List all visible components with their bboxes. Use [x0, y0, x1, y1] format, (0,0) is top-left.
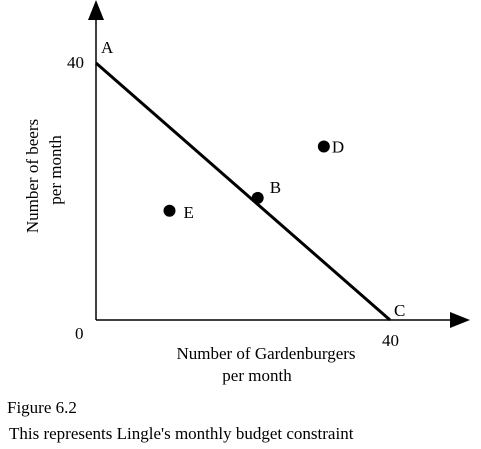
point-d-label: D [332, 138, 344, 157]
x-tick-label: 40 [382, 331, 399, 350]
point-e-label: E [184, 203, 194, 222]
y-tick-label: 40 [67, 53, 84, 72]
x-axis-arrowhead [450, 312, 470, 328]
chart-text: A B C D E 40 40 0 Number of Gardenburgers per mon… [23, 38, 405, 385]
budget-line [95, 61, 391, 322]
point-d-marker [317, 140, 330, 153]
origin-label: 0 [75, 324, 84, 343]
y-axis-title-line2: per month [46, 135, 65, 205]
x-axis-title-line1: Number of Gardenburgers [176, 344, 355, 363]
x-axis-title-line2: per month [222, 366, 292, 385]
point-b-marker [251, 191, 264, 204]
point-e-marker [163, 204, 176, 217]
y-axis-arrowhead [88, 0, 104, 20]
y-axis-title-line1: Number of beers [23, 119, 42, 233]
figure-number: Figure 6.2 [7, 398, 77, 417]
point-a-label: A [101, 38, 114, 57]
budget-constraint-chart: A B C D E 40 40 0 Number of Gardenburgers per mon… [23, 0, 470, 385]
chart-marks [163, 140, 330, 217]
axes [88, 0, 470, 328]
point-b-label: B [270, 178, 281, 197]
figure-caption: This represents Lingle's monthly budget … [9, 424, 354, 443]
point-c-label: C [394, 301, 405, 320]
